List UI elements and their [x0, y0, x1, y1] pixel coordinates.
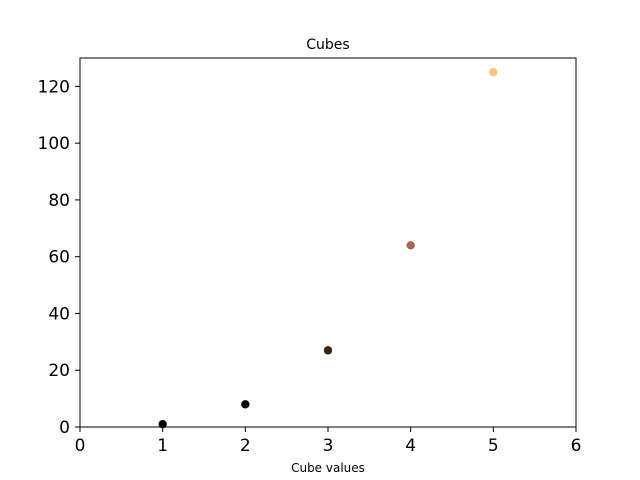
x-tick-label: 0	[75, 436, 86, 456]
x-axis-label: Cube values	[291, 461, 365, 475]
x-tick-label: 3	[323, 436, 334, 456]
plot-area	[79, 57, 577, 428]
y-tick-label: 120	[38, 77, 70, 97]
y-tick-label: 0	[59, 418, 70, 438]
y-tick-label: 80	[48, 191, 70, 211]
x-axis: 0 1 2 3 4 5 6	[75, 427, 582, 456]
scatter-point	[241, 400, 250, 409]
x-tick-label: 4	[405, 436, 416, 456]
scatter-point	[323, 346, 333, 355]
y-tick-label: 20	[48, 361, 70, 381]
chart-title: Cubes	[306, 37, 349, 53]
x-tick-label: 2	[240, 436, 251, 456]
x-tick-label: 6	[571, 436, 582, 456]
y-axis: 0 20 40 60 80 100 120	[38, 77, 80, 438]
scatter-point	[158, 419, 167, 429]
scatter-series	[158, 67, 498, 429]
scatter-point	[406, 241, 415, 250]
y-tick-label: 60	[48, 248, 70, 268]
y-tick-label: 100	[38, 134, 70, 154]
x-tick-label: 5	[488, 436, 499, 456]
y-tick-label: 40	[48, 304, 70, 324]
x-tick-label: 1	[157, 436, 168, 456]
scatter-point	[489, 67, 498, 77]
